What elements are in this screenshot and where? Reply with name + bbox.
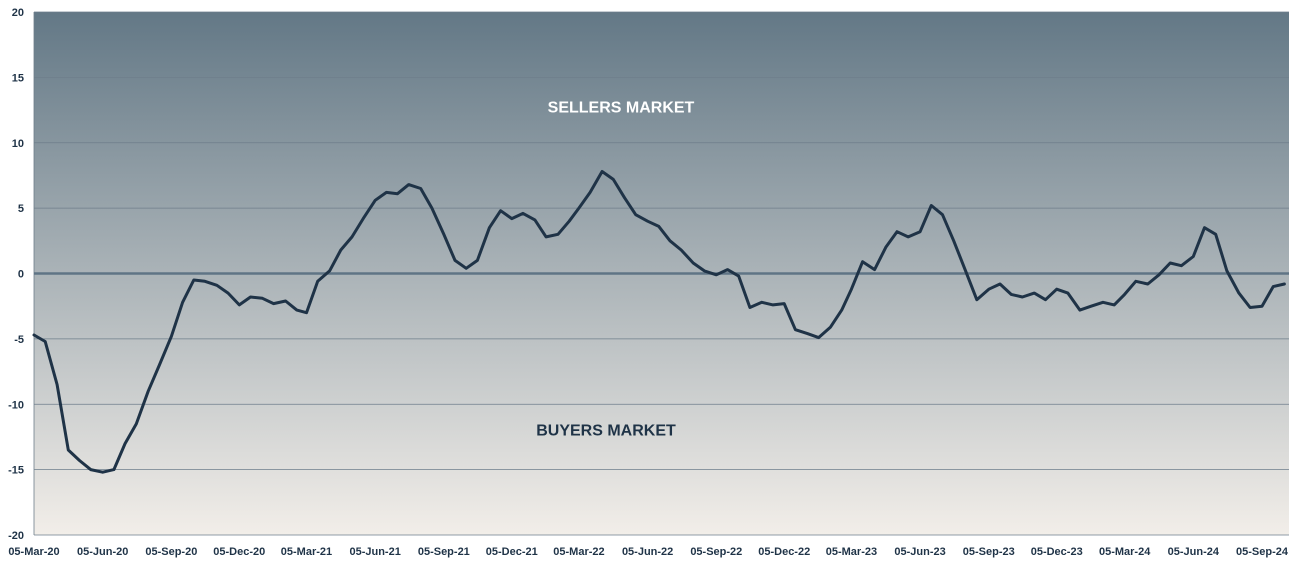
x-tick-label: 05-Jun-20 xyxy=(77,546,128,558)
x-tick-label: 05-Jun-22 xyxy=(622,546,673,558)
y-tick-label: -20 xyxy=(8,530,24,542)
y-tick-label: -10 xyxy=(8,399,24,411)
x-tick-label: 05-Dec-23 xyxy=(1031,546,1083,558)
x-tick-label: 05-Jun-24 xyxy=(1168,546,1220,558)
y-tick-label: 5 xyxy=(18,203,24,215)
x-tick-label: 05-Dec-20 xyxy=(213,546,265,558)
series-line xyxy=(32,170,1286,474)
x-tick-label: 05-Sep-20 xyxy=(145,546,197,558)
y-tick-label: -5 xyxy=(14,334,24,346)
x-tick-label: 05-Dec-21 xyxy=(486,546,538,558)
gridlines xyxy=(33,11,1289,536)
series-layer xyxy=(32,170,1286,474)
x-tick-label: 05-Sep-22 xyxy=(690,546,742,558)
y-tick-label: 20 xyxy=(12,7,24,19)
x-tick-label: 05-Dec-22 xyxy=(758,546,810,558)
y-tick-label: 0 xyxy=(18,269,24,281)
y-axis-tick-labels: 20 15 10 5 0 -5 -10 -15 -20 xyxy=(8,7,24,542)
x-tick-label: 05-Sep-23 xyxy=(963,546,1015,558)
x-tick-label: 05-Mar-20 xyxy=(8,546,59,558)
x-tick-label: 05-Mar-24 xyxy=(1099,546,1151,558)
y-tick-label: 10 xyxy=(12,138,24,150)
x-tick-label: 05-Jun-23 xyxy=(894,546,945,558)
y-tick-label: -15 xyxy=(8,465,24,477)
x-tick-label: 05-Mar-21 xyxy=(281,546,332,558)
sellers-market-label: SELLERS MARKET xyxy=(548,100,695,117)
x-axis-tick-labels: 05-Mar-20 05-Jun-20 05-Sep-20 05-Dec-20 05-M… xyxy=(8,546,1289,558)
x-tick-label: 05-Mar-22 xyxy=(553,546,604,558)
x-tick-label: 05-Sep-21 xyxy=(418,546,470,558)
buyers-market-label: BUYERS MARKET xyxy=(536,423,676,440)
x-tick-label: 05-Sep-24 xyxy=(1236,546,1289,558)
x-tick-label: 05-Mar-23 xyxy=(826,546,877,558)
y-tick-label: 15 xyxy=(12,72,24,84)
x-tick-label: 05-Jun-21 xyxy=(349,546,400,558)
